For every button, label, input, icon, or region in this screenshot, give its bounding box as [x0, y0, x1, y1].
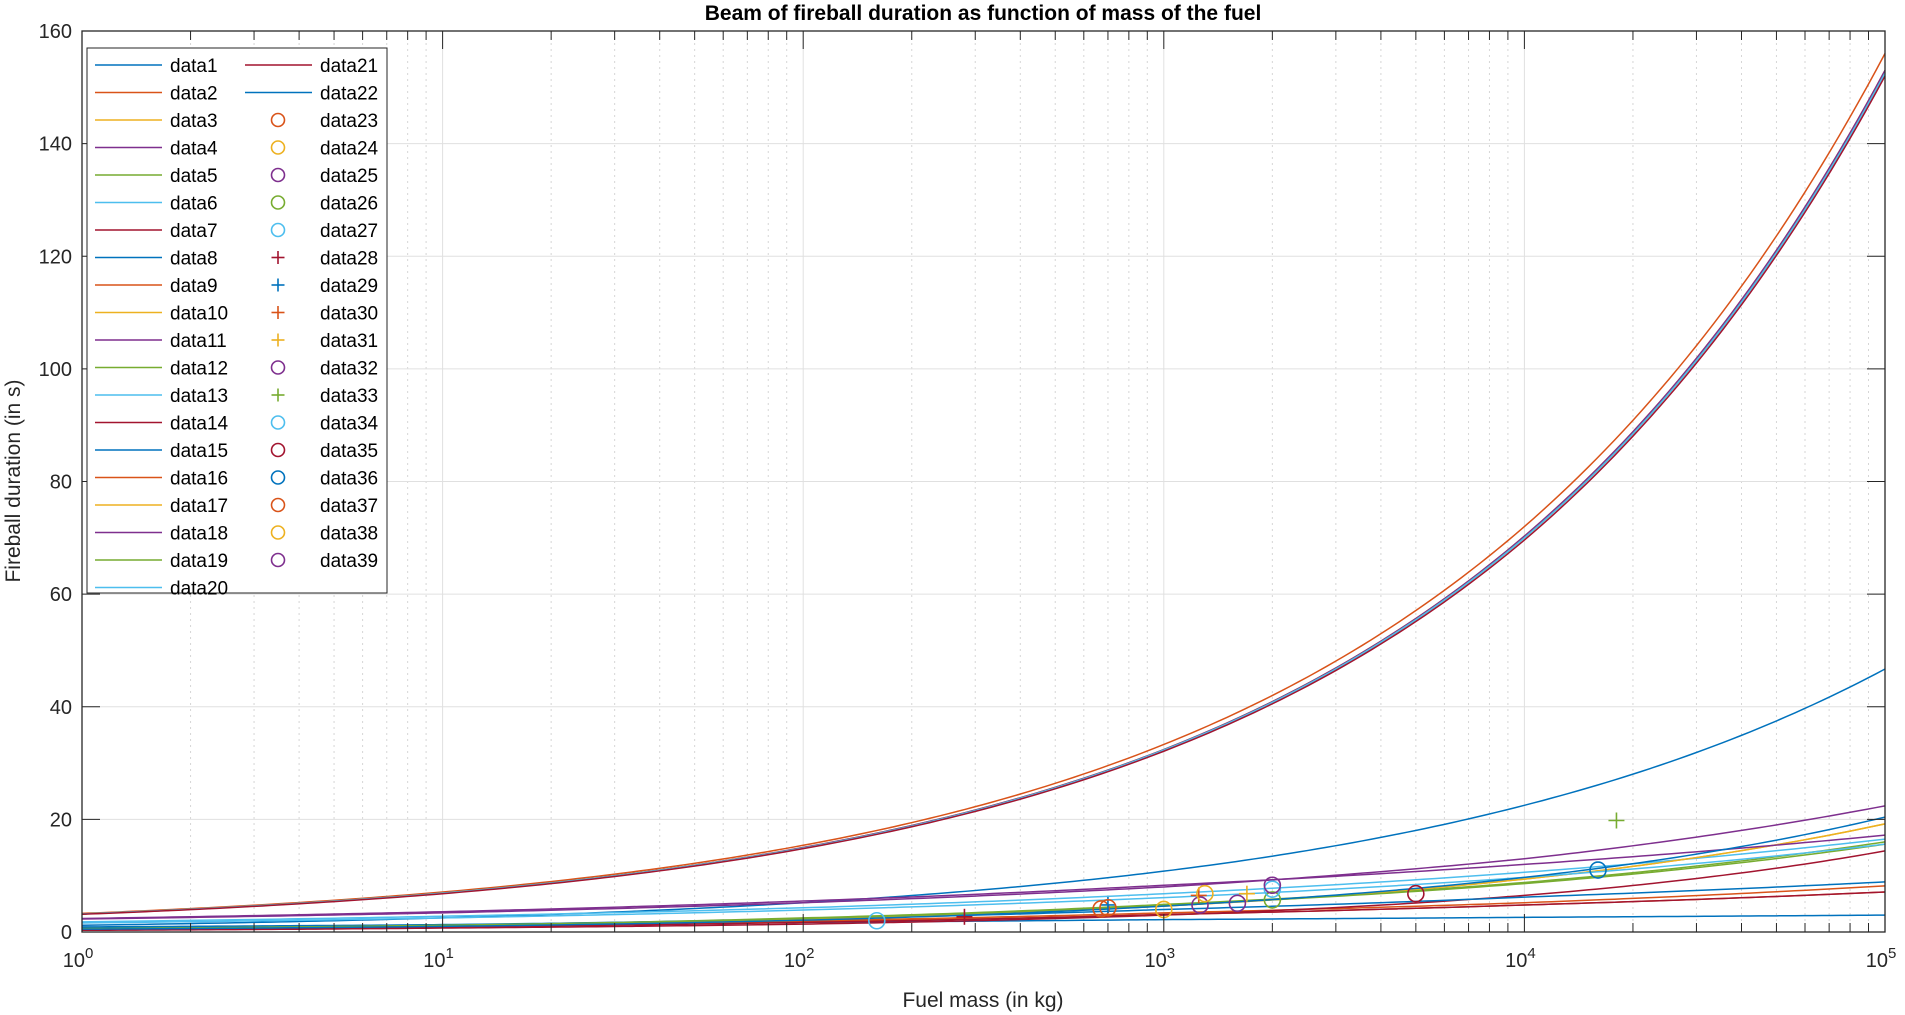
circle-marker [1196, 884, 1214, 903]
legend-label: data24 [320, 139, 379, 160]
legend-label: data35 [320, 441, 378, 462]
circle-marker [270, 140, 286, 155]
legend-label: data1 [170, 56, 218, 77]
series-line-data19 [81, 843, 1886, 930]
circle-marker [270, 360, 286, 375]
x-tick-label: 105 [1866, 945, 1897, 972]
legend-label: data12 [170, 359, 228, 380]
circle-marker [868, 911, 886, 930]
circle-marker [1099, 898, 1117, 917]
axes [81, 30, 1886, 933]
y-tick-label: 0 [61, 922, 72, 944]
legend-label: data33 [320, 386, 378, 407]
circle-marker [1407, 884, 1425, 903]
legend-label: data6 [170, 194, 218, 215]
series-line-data13 [81, 838, 1886, 923]
y-axis-label: Fireball duration (in s) [2, 379, 25, 582]
y-tick-label: 140 [39, 134, 72, 156]
plot-series [81, 53, 1886, 932]
series-line-data2 [81, 53, 1886, 915]
legend-label: data28 [320, 249, 378, 270]
legend-label: data15 [170, 441, 228, 462]
circle-marker [1589, 861, 1607, 879]
legend-label: data19 [170, 551, 228, 572]
legend-label: data37 [320, 496, 378, 517]
legend-label: data20 [170, 579, 228, 600]
series-line-data22 [81, 816, 1886, 930]
legend-label: data38 [320, 524, 378, 545]
legend-label: data8 [170, 249, 218, 270]
series-line-data16 [81, 891, 1886, 930]
y-tick-label: 120 [39, 246, 72, 268]
legend-label: data27 [320, 221, 378, 242]
circle-marker [270, 415, 286, 430]
y-tick-label: 60 [50, 584, 72, 606]
x-tick-label: 102 [784, 945, 815, 972]
chart-title: Beam of fireball duration as function of… [705, 2, 1262, 25]
series-line-data9 [81, 885, 1886, 930]
series-line-data7 [81, 75, 1886, 916]
legend-label: data39 [320, 551, 378, 572]
y-tick-label: 40 [50, 697, 72, 719]
y-tick-label: 160 [39, 21, 72, 43]
legend-label: data21 [320, 56, 378, 77]
x-tick-label: 103 [1145, 945, 1176, 972]
legend-box [86, 47, 388, 594]
circle-marker [1263, 891, 1282, 909]
legend-label: data26 [320, 194, 378, 215]
legend-label: data29 [320, 276, 378, 297]
legend-label: data5 [170, 166, 218, 187]
legend-label: data9 [170, 276, 218, 297]
series-line-data11 [81, 805, 1886, 920]
tick-labels: 100 101 102 103 104 105 0 20 40 60 80 100 120 140 160 [39, 21, 1897, 972]
series-line-data21 [81, 891, 1886, 931]
y-tick-label: 80 [50, 472, 72, 494]
circle-marker [270, 470, 286, 485]
circle-marker [1092, 900, 1110, 918]
legend: data1 data2 data3 data4 data5 data6 data7 data8… [86, 47, 388, 600]
circle-marker [270, 195, 286, 210]
legend-label: data32 [320, 359, 378, 380]
x-tick-label: 100 [63, 945, 94, 972]
series-line-data14 [81, 850, 1886, 932]
legend-label: data18 [170, 524, 228, 545]
series-line-data18 [81, 834, 1886, 920]
x-tick-label: 101 [423, 945, 454, 972]
circle-marker [270, 525, 286, 540]
circle-marker [270, 222, 286, 238]
legend-label: data16 [170, 469, 228, 490]
legend-label: data2 [170, 84, 218, 105]
legend-label: data17 [170, 496, 228, 517]
y-tick-label: 100 [39, 359, 72, 381]
legend-label: data3 [170, 111, 218, 132]
circle-marker [270, 112, 286, 128]
circle-marker [270, 167, 286, 183]
circle-marker [1263, 880, 1282, 899]
legend-label: data34 [320, 414, 379, 435]
legend-label: data4 [170, 139, 218, 160]
legend-label: data23 [320, 111, 378, 132]
circle-marker [270, 442, 286, 458]
legend-label: data11 [170, 331, 227, 352]
circle-marker [1191, 896, 1209, 914]
legend-label: data31 [320, 331, 378, 352]
legend-label: data25 [320, 166, 378, 187]
circle-marker [1228, 894, 1247, 913]
circle-marker [1263, 876, 1282, 895]
x-axis-label: Fuel mass (in kg) [902, 989, 1063, 1012]
circle-marker [270, 552, 286, 568]
y-tick-label: 20 [50, 809, 72, 831]
legend-label: data13 [170, 386, 228, 407]
circle-marker [270, 497, 286, 513]
legend-label: data14 [170, 414, 229, 435]
legend-label: data36 [320, 469, 378, 490]
legend-label: data22 [320, 84, 378, 105]
legend-label: data10 [170, 304, 228, 325]
legend-label: data30 [320, 304, 378, 325]
series-line-data20 [81, 843, 1886, 924]
x-tick-label: 104 [1505, 945, 1536, 972]
legend-label: data7 [170, 221, 218, 242]
